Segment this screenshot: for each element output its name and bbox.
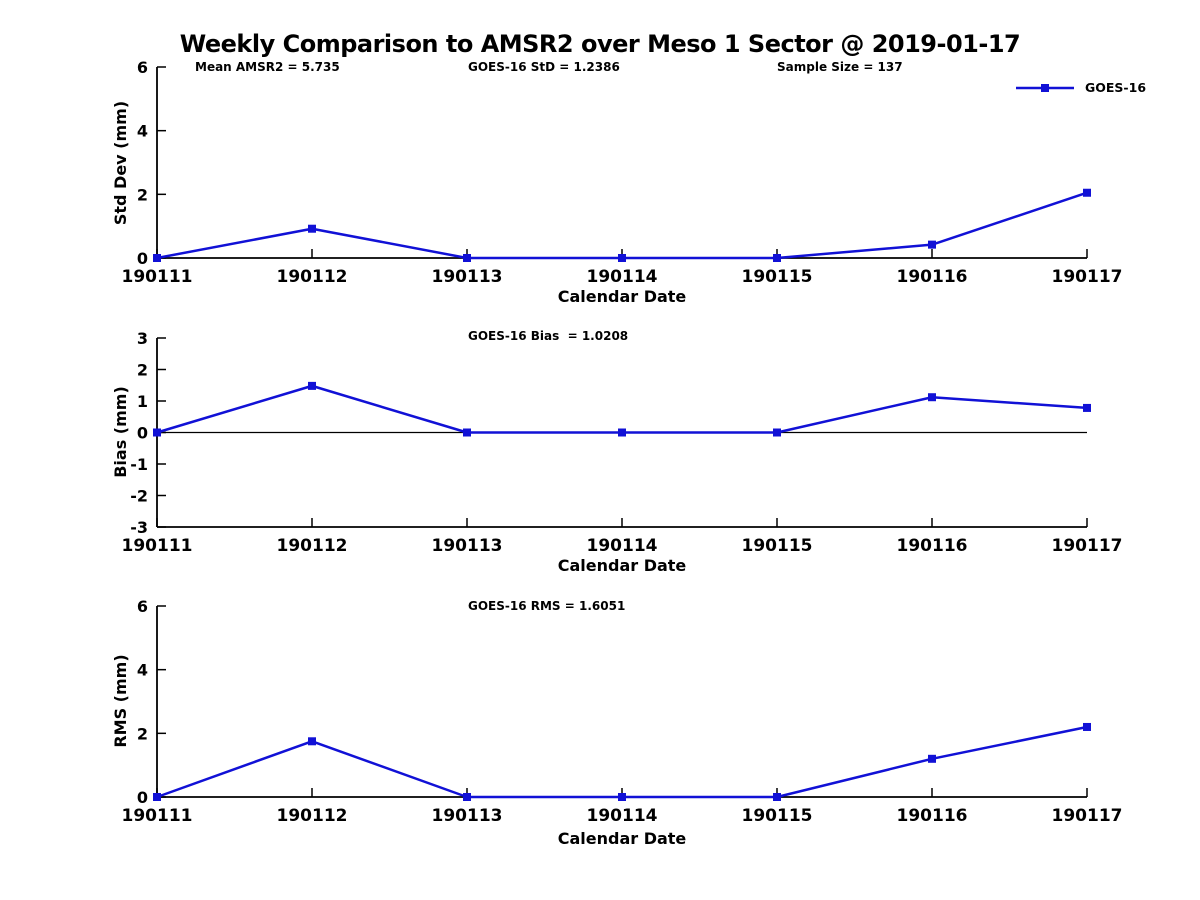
- goes16-line-bias: [156, 384, 1088, 434]
- goes16-marker: [773, 793, 781, 801]
- xlabel-calendar-date-1: Calendar Date: [557, 287, 687, 306]
- xlabel-calendar-date-3: Calendar Date: [557, 829, 687, 848]
- x-tick-label: 190115: [742, 267, 813, 287]
- goes16-line-rms: [156, 725, 1088, 799]
- annotation-goes16-std: GOES-16 StD = 1.2386: [468, 60, 620, 74]
- y-tick-label: 2: [137, 724, 148, 743]
- square-icon: [1041, 83, 1049, 92]
- y-tick-label: 4: [137, 661, 148, 680]
- legend-line-sample-icon: [1016, 83, 1074, 92]
- x-tick-label: 190113: [432, 536, 503, 556]
- goes16-marker: [463, 428, 471, 437]
- y-tick-label: 0: [137, 788, 148, 807]
- x-tick-label: 190112: [277, 806, 348, 826]
- goes16-marker: [928, 393, 936, 402]
- goes16-marker: [618, 254, 626, 262]
- x-tick-label: 190116: [897, 806, 968, 826]
- x-tick-label: 190116: [897, 267, 968, 287]
- y-tick-label: -2: [130, 487, 148, 506]
- goes16-line-std-dev: [156, 191, 1088, 260]
- y-tick-label: -3: [130, 518, 148, 537]
- goes16-marker: [308, 737, 316, 746]
- goes16-marker: [773, 428, 781, 437]
- x-tick-label: 190117: [1052, 536, 1123, 556]
- xlabel-calendar-date-2: Calendar Date: [557, 556, 687, 575]
- y-tick-label: 6: [137, 597, 148, 616]
- x-tick-label: 190114: [587, 536, 658, 556]
- y-tick-label: 2: [137, 185, 148, 204]
- y-tick-label: 2: [137, 361, 148, 380]
- legend: GOES-16: [1014, 80, 1146, 95]
- x-tick-label: 190112: [277, 536, 348, 556]
- goes16-marker: [463, 793, 471, 801]
- goes16-marker: [618, 428, 626, 437]
- x-tick-label: 190117: [1052, 267, 1123, 287]
- goes16-marker: [1083, 403, 1091, 412]
- goes16-marker: [153, 793, 161, 801]
- x-tick-label: 190115: [742, 806, 813, 826]
- y-tick-label: 0: [137, 249, 148, 268]
- y-tick-label: 3: [137, 329, 148, 348]
- y-tick-label: 6: [137, 58, 148, 77]
- figure-title: Weekly Comparison to AMSR2 over Meso 1 S…: [179, 30, 1021, 58]
- legend-label: GOES-16: [1085, 80, 1147, 95]
- y-tick-label: 4: [137, 122, 148, 141]
- y-tick-label: 0: [137, 424, 148, 443]
- x-tick-label: 190117: [1052, 806, 1123, 826]
- goes16-marker: [153, 428, 161, 437]
- goes16-marker: [928, 754, 936, 763]
- x-tick-label: 190113: [432, 267, 503, 287]
- annotation-sample-size: Sample Size = 137: [777, 60, 903, 74]
- goes16-marker: [308, 381, 316, 390]
- goes16-marker: [308, 224, 316, 233]
- annotation-goes16-rms: GOES-16 RMS = 1.6051: [468, 599, 626, 613]
- goes16-marker: [1083, 188, 1091, 197]
- goes16-marker: [773, 254, 781, 262]
- goes16-marker: [618, 793, 626, 801]
- x-tick-label: 190115: [742, 536, 813, 556]
- x-tick-label: 190111: [122, 267, 193, 287]
- x-tick-label: 190114: [587, 267, 658, 287]
- x-tick-label: 190111: [122, 806, 193, 826]
- y-tick-label: -1: [130, 455, 148, 474]
- annotation-mean-amsr2: Mean AMSR2 = 5.735: [195, 60, 340, 74]
- goes16-marker: [153, 254, 161, 262]
- goes16-marker: [928, 240, 936, 249]
- x-tick-label: 190111: [122, 536, 193, 556]
- goes16-marker: [463, 254, 471, 262]
- y-tick-label: 1: [137, 392, 148, 411]
- x-tick-label: 190113: [432, 806, 503, 826]
- x-tick-label: 190114: [587, 806, 658, 826]
- x-tick-label: 190112: [277, 267, 348, 287]
- goes16-marker: [1083, 722, 1091, 731]
- x-tick-label: 190116: [897, 536, 968, 556]
- annotation-goes16-bias: GOES-16 Bias = 1.0208: [468, 329, 629, 343]
